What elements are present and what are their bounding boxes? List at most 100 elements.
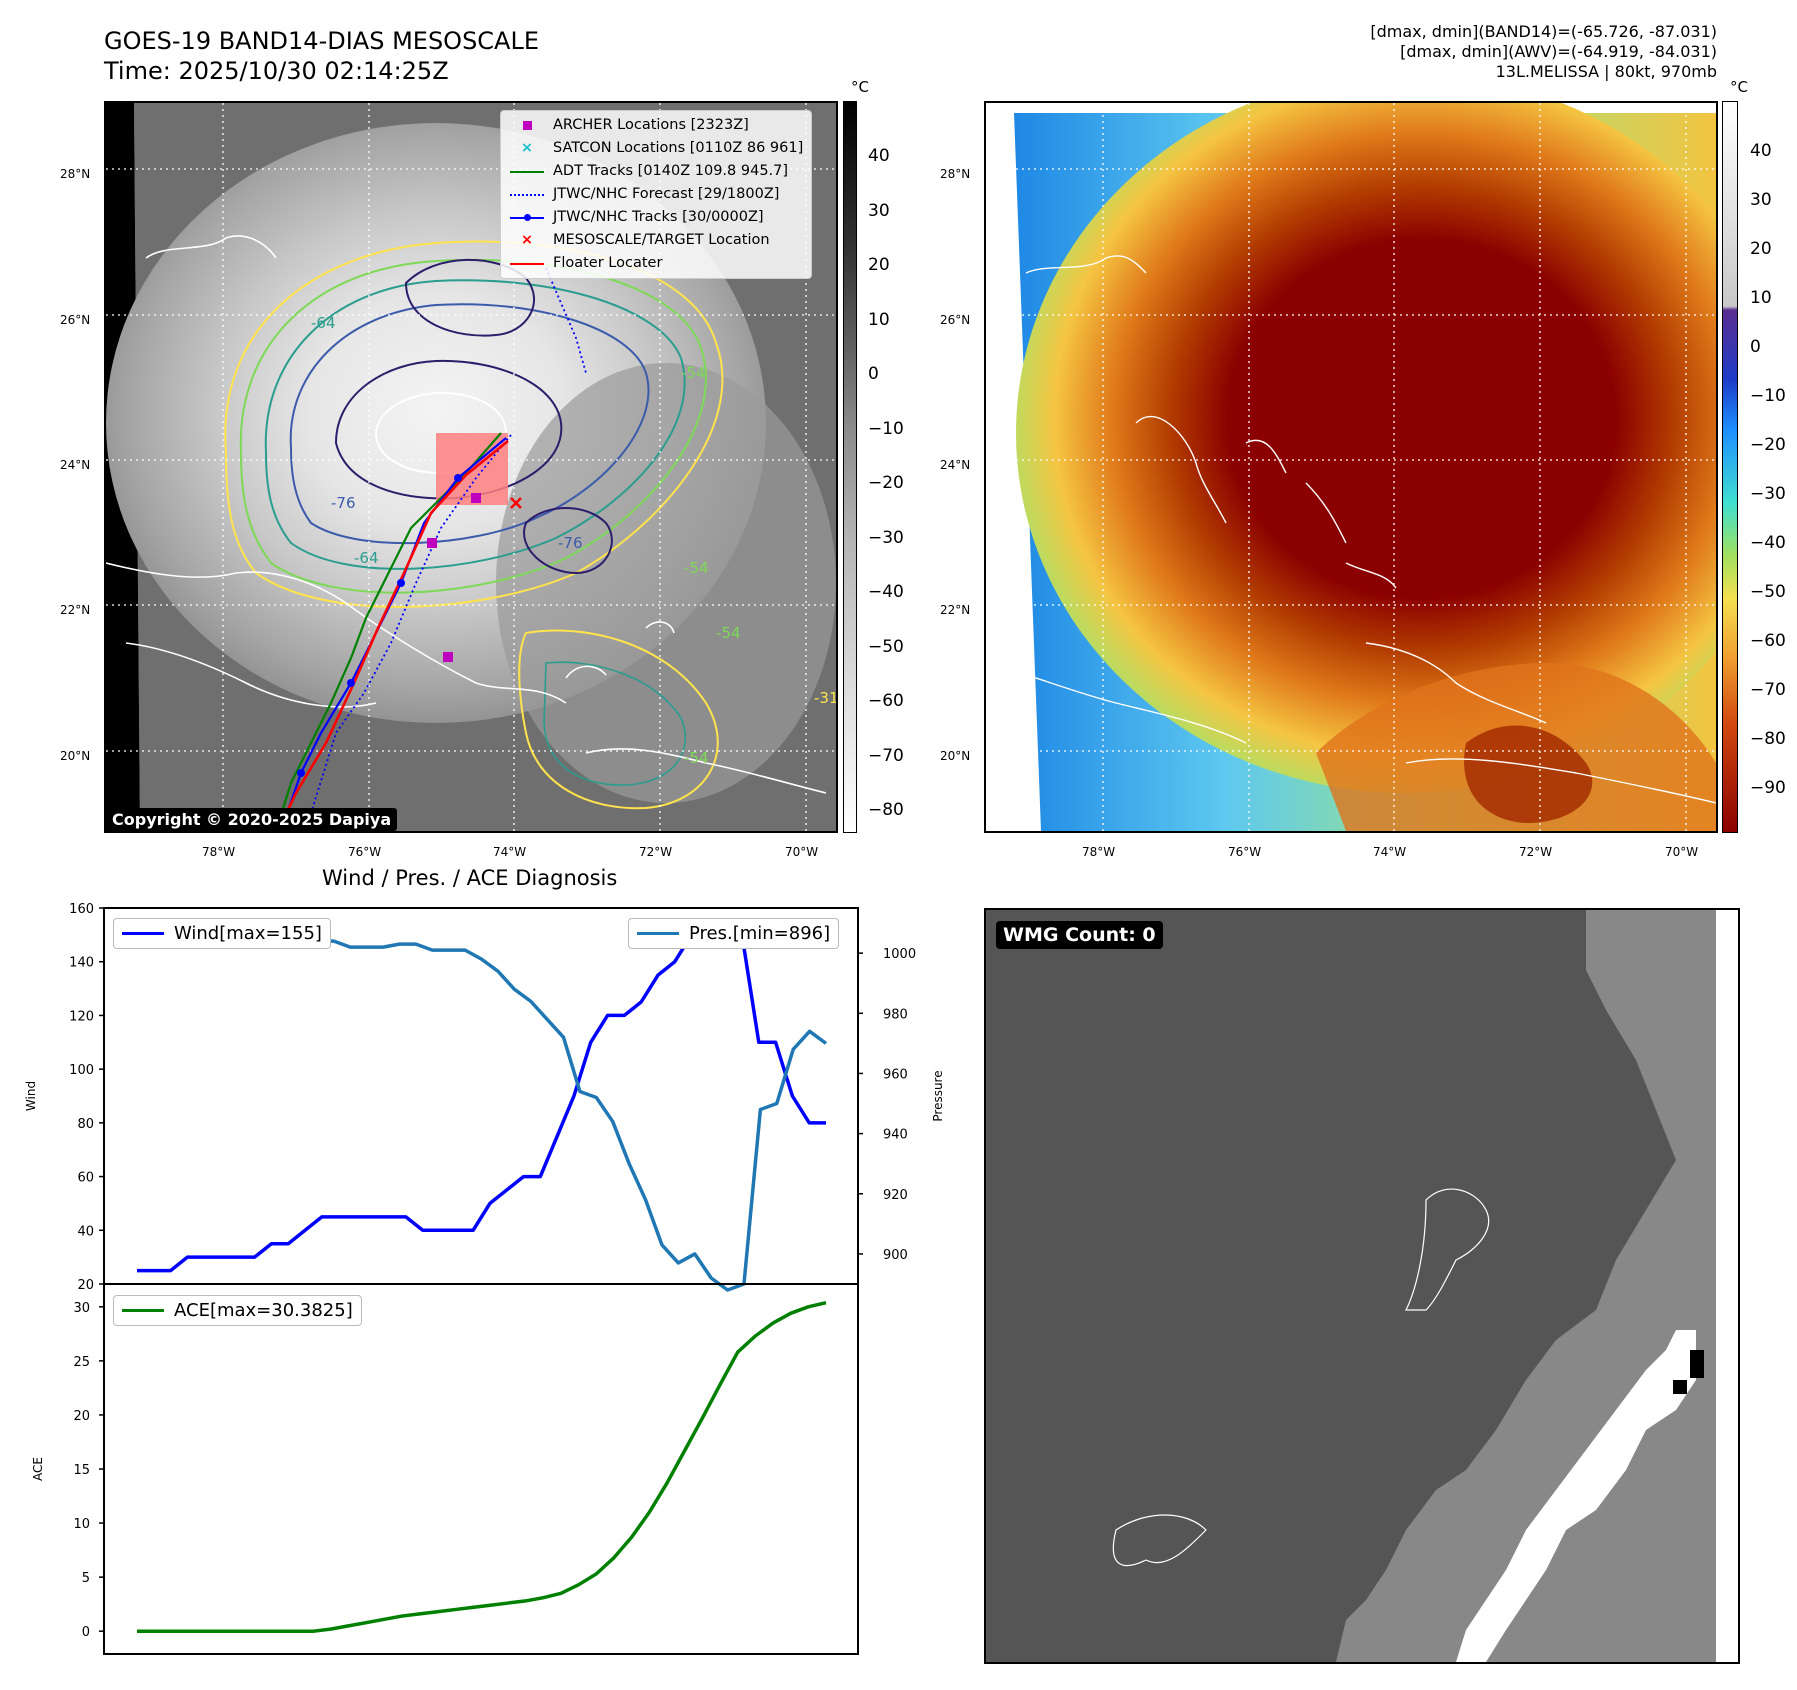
contour-label: -54: [716, 624, 741, 642]
contour-label: -76: [331, 494, 356, 512]
forecast-track: [310, 434, 512, 814]
gray-colorbar: [843, 101, 857, 833]
pressure-legend: Pres.[min=896]: [628, 918, 840, 949]
wind-tick-label: 80: [77, 1117, 94, 1132]
ace-tick-label: 25: [73, 1355, 90, 1370]
wmg-svg: [986, 910, 1738, 1662]
lon-label: 78°W: [1082, 845, 1116, 859]
ir-map-panel: -64 -76 -76 -64 -54 -54 -54 -54 -31 Copy…: [104, 101, 838, 833]
colorbar-tick-label: −70: [1750, 680, 1786, 700]
colorbar-tick-label: −70: [868, 745, 904, 766]
contour-label-group: -64 -76 -76 -64 -54 -54 -54 -54 -31: [311, 314, 836, 767]
contour-label: -64: [354, 549, 379, 567]
coastlines: [106, 235, 827, 794]
ace-tick-label: 5: [82, 1571, 90, 1586]
colorbar-tick-label: −10: [868, 418, 904, 439]
gray-colorbar-unit: °C: [851, 78, 869, 96]
lat-label: 24°N: [60, 458, 91, 472]
wmg-white-band: [1456, 1330, 1696, 1662]
jtwc-points: [297, 474, 462, 777]
wind-tick-label: 140: [69, 956, 94, 971]
colorbar-tick-label: −60: [868, 691, 904, 711]
wind-legend-swatch: [122, 932, 164, 935]
target-marker: [510, 497, 522, 509]
pressure-tick-label: 940: [883, 1128, 908, 1143]
ace-tick-label: 10: [73, 1517, 90, 1532]
lon-label: 78°W: [202, 845, 236, 859]
lat-label: 26°N: [940, 313, 971, 327]
wmg-black-cell: [1690, 1350, 1704, 1378]
colorbar-tick-label: −80: [868, 800, 904, 820]
colorbar-tick-label: −30: [868, 527, 904, 548]
contour-lines: [224, 240, 724, 810]
colorbar-tick-label: −40: [868, 582, 904, 602]
legend-item-satcon: × SATCON Locations [0110Z 86 961]: [520, 140, 804, 156]
colorbar-tick-label: 30: [868, 200, 890, 221]
colorbar-tick-label: 20: [1750, 239, 1772, 259]
legend-item-target: × MESOSCALE/TARGET Location: [520, 232, 770, 248]
lat-label: 20°N: [940, 749, 971, 763]
colorbar-tick-label: 30: [1750, 190, 1772, 210]
legend-item-floater: Floater Locater: [509, 252, 803, 275]
legend-item-archer: ARCHER Locations [2323Z]: [509, 114, 803, 137]
color-gridlines: [986, 103, 1716, 831]
ace-line: [137, 1300, 827, 1633]
wmg-count-label: WMG Count: 0: [996, 921, 1163, 949]
lon-label: 76°W: [348, 845, 382, 859]
pressure-tick-label: 920: [883, 1188, 908, 1203]
ace-legend: ACE[max=30.3825]: [113, 1295, 362, 1326]
ace-tick-label: 20: [73, 1409, 90, 1424]
pressure-tick-label: 1000: [883, 947, 916, 962]
lat-label: 24°N: [940, 458, 971, 472]
info-block: [dmax, dmin](BAND14)=(-65.726, -87.031) …: [1370, 22, 1717, 82]
pressure-axis-label: Pressure: [931, 1070, 945, 1121]
ace-plot: 30 25 20 15 10 5 0 ACE: [31, 1283, 859, 1655]
contour-label: -54: [681, 364, 706, 382]
contour-label: -54: [684, 749, 709, 767]
lon-label: 74°W: [1373, 845, 1407, 859]
wind-axis-label: Wind: [24, 1081, 38, 1111]
ace-tick-label: 30: [73, 1301, 90, 1316]
wind-tick-label: 40: [77, 1224, 94, 1239]
ace-legend-label: ACE[max=30.3825]: [174, 1300, 353, 1321]
pressure-legend-swatch: [637, 932, 679, 935]
lat-label: 20°N: [60, 749, 91, 763]
colorbar-tick-label: 40: [1750, 141, 1772, 161]
colorbar-tick-label: 0: [1750, 337, 1761, 357]
colorbar-tick-label: 0: [868, 364, 879, 384]
wind-line: [137, 919, 826, 1273]
lon-label: 70°W: [785, 845, 819, 859]
archer-points: [427, 493, 481, 662]
colorbar-tick-label: −60: [1750, 631, 1786, 651]
diagnosis-title: Wind / Pres. / ACE Diagnosis: [322, 866, 618, 890]
forecast-track-north: [545, 267, 587, 374]
lat-label: 22°N: [940, 603, 971, 617]
color-colorbar: [1722, 101, 1738, 833]
colorbar-tick-label: −50: [868, 636, 904, 657]
pressure-legend-label: Pres.[min=896]: [689, 923, 831, 944]
wind-legend-label: Wind[max=155]: [174, 923, 322, 944]
contour-label: -54: [684, 559, 709, 577]
wind-tick-label: 160: [69, 902, 94, 917]
wmg-panel: [984, 908, 1740, 1664]
colorbar-tick-label: −80: [1750, 729, 1786, 749]
ace-tick-label: 0: [82, 1625, 90, 1640]
ace-plot-frame: [103, 1283, 859, 1655]
contour-label: -31: [814, 689, 836, 707]
wind-pres-plot: 160 140 120 100 80 60 40 20 1000 980 960 940 920 900 W…: [24, 902, 945, 1293]
lon-label: 72°W: [639, 845, 673, 859]
wind-legend: Wind[max=155]: [113, 918, 331, 949]
colorbar-tick-label: −90: [1750, 778, 1786, 798]
colorbar-tick-label: −10: [1750, 386, 1786, 406]
wind-tick-label: 100: [69, 1063, 94, 1078]
pressure-tick-label: 980: [883, 1007, 908, 1022]
diagnosis-chart: 160140120100806040201000980960940920900W…: [24, 902, 945, 1655]
info-line-1: [dmax, dmin](BAND14)=(-65.726, -87.031): [1370, 22, 1717, 41]
lon-label: 76°W: [1228, 845, 1262, 859]
wmg-black-cell: [1673, 1380, 1687, 1394]
color-map-panel: [984, 101, 1718, 833]
colorbar-tick-label: −40: [1750, 533, 1786, 553]
colorbar-tick-label: −50: [1750, 582, 1786, 602]
lon-label: 74°W: [493, 845, 527, 859]
color-storm: [1016, 103, 1716, 793]
